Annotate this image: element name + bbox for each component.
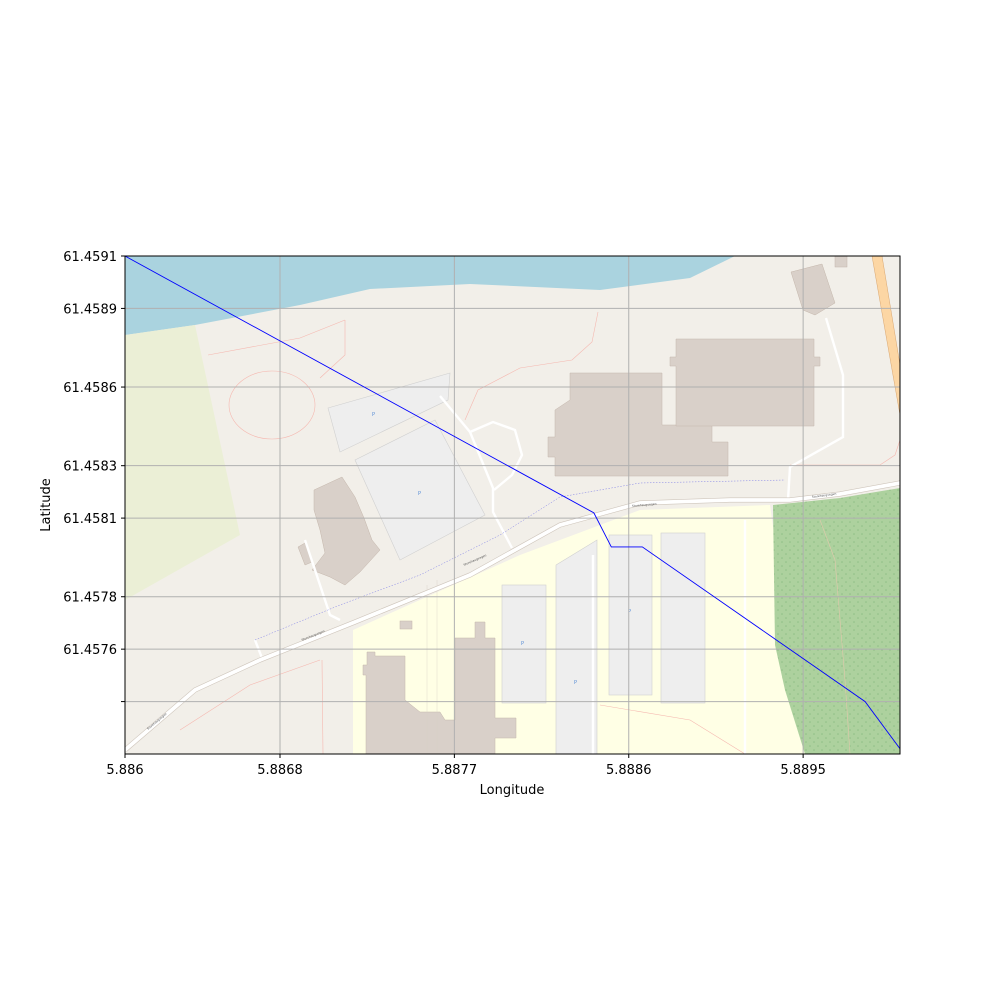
- y-axis-title: Latitude: [39, 478, 54, 532]
- main-road-orange: [871, 256, 900, 416]
- parking-lot: [608, 534, 653, 696]
- x-axis-title: Longitude: [480, 783, 545, 798]
- x-tick-label: 5.8868: [257, 763, 303, 778]
- river-water: [125, 256, 735, 335]
- y-tick-label: 61.4578: [63, 591, 117, 606]
- x-tick-label: 5.8877: [432, 763, 478, 778]
- plot-frame: [124, 255, 901, 755]
- y-tick-label: 61.4586: [63, 381, 117, 396]
- buildings: [297, 256, 848, 754]
- service-roads-outline: [426, 580, 438, 754]
- parking-symbol: P: [372, 412, 375, 418]
- parking-symbol: P: [521, 641, 524, 647]
- x-tick-label: 5.8895: [780, 763, 826, 778]
- route-line: [125, 256, 900, 750]
- parking-lot: [354, 419, 486, 561]
- main-street: [125, 481, 900, 752]
- parking-lot: [555, 539, 598, 754]
- y-tick-label: 61.4583: [63, 460, 117, 475]
- parking-lot: [327, 372, 451, 453]
- parking-lot: [660, 532, 706, 704]
- parking-symbol: P: [628, 609, 631, 615]
- y-tick-label: 61.4591: [63, 250, 117, 265]
- x-tick-label: 5.886: [106, 763, 143, 778]
- service-roads: [253, 317, 845, 754]
- y-tick-label: 61.4576: [63, 643, 117, 658]
- y-tick-label: 61.4581: [63, 512, 117, 527]
- street-label: Storehaugvegen: [632, 502, 657, 508]
- parking-lot: [501, 584, 547, 704]
- y-axis-ticks: 61.4591 61.4589 61.4586 61.4583 61.4581 61.45…: [63, 250, 125, 703]
- parking-symbol: P: [574, 680, 577, 686]
- street-label: Storehaugvegen: [812, 492, 837, 499]
- y-tick-label: 61.4589: [63, 302, 117, 317]
- grid-lines: [125, 256, 900, 754]
- forest-area: [773, 488, 900, 754]
- x-tick-label: 5.8886: [606, 763, 652, 778]
- meadow-area: [125, 325, 240, 600]
- x-axis-ticks: 5.886 5.8868 5.8877 5.8886 5.8895: [106, 754, 826, 778]
- footways: [179, 311, 900, 754]
- parking-symbol: P: [418, 491, 421, 497]
- basemap: Storehaugvegen Storehaugvegen Storehaugv…: [125, 256, 900, 754]
